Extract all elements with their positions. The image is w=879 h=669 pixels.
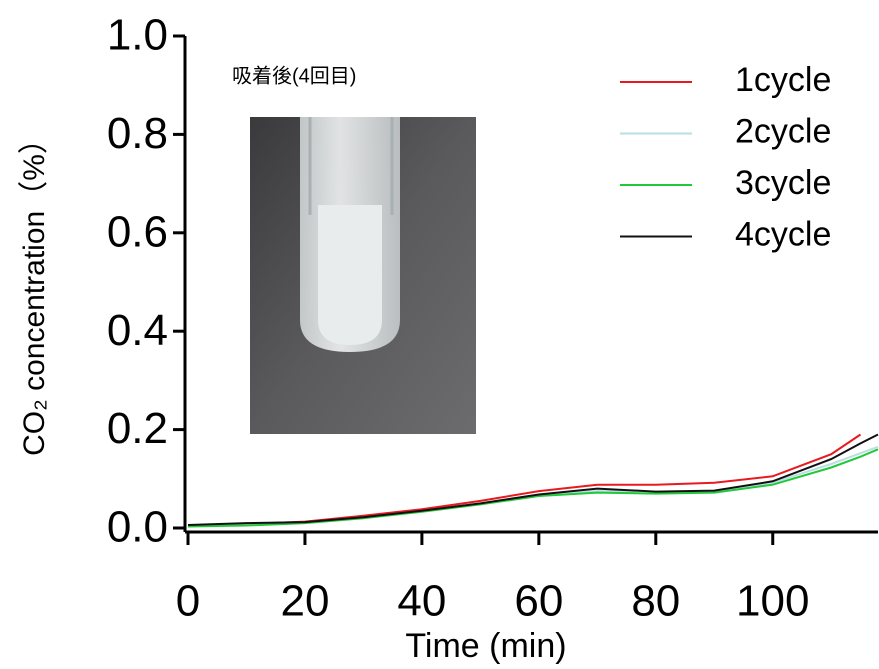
data-line (188, 449, 878, 526)
x-tick-label: 60 (514, 577, 563, 626)
x-tick-label: 0 (176, 577, 200, 626)
chart: 吸着後(4回目) CO₂ concentration（%） Time (min)… (0, 0, 879, 669)
legend-label: 1cycle (735, 61, 831, 99)
y-tick-label: 0.2 (107, 404, 168, 453)
x-tick-label: 100 (736, 577, 809, 626)
y-tick-label: 0.4 (107, 306, 168, 355)
x-tick-label: 40 (397, 577, 446, 626)
inset-photo (250, 117, 476, 434)
data-line (188, 435, 878, 526)
x-axis-label: Time (min) (405, 627, 566, 665)
legend-label: 3cycle (735, 164, 831, 202)
legend-label: 4cycle (735, 215, 831, 253)
y-tick-label: 1.0 (107, 11, 168, 60)
x-tick-label: 20 (280, 577, 329, 626)
y-axis-label: CO₂ concentration（%） (18, 124, 51, 456)
annotation: 吸着後(4回目) (232, 64, 356, 87)
data-line (188, 447, 878, 526)
legend-label: 2cycle (735, 112, 831, 150)
y-tick-label: 0.6 (107, 207, 168, 256)
y-tick-label: 0.0 (107, 503, 168, 552)
x-tick-label: 80 (631, 577, 680, 626)
y-tick-label: 0.8 (107, 109, 168, 158)
data-line (188, 435, 861, 526)
